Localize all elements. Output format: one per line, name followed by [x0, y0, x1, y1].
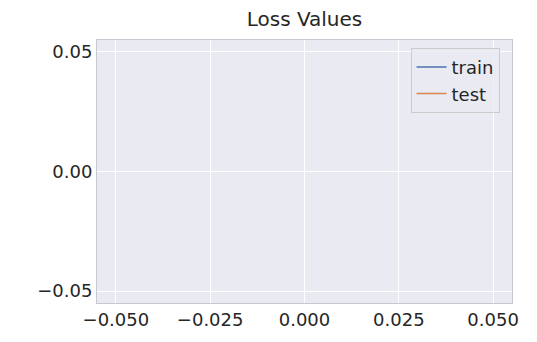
svg-text:0.000: 0.000	[279, 309, 331, 330]
svg-text:0.00: 0.00	[52, 161, 92, 182]
svg-text:0.025: 0.025	[373, 309, 425, 330]
svg-text:−0.05: −0.05	[37, 280, 92, 301]
svg-text:train: train	[452, 57, 494, 78]
svg-text:Loss Values: Loss Values	[247, 7, 363, 31]
svg-text:test: test	[452, 84, 487, 105]
svg-text:0.05: 0.05	[52, 41, 92, 62]
svg-text:−0.050: −0.050	[83, 309, 150, 330]
svg-text:−0.025: −0.025	[177, 309, 244, 330]
svg-text:0.050: 0.050	[467, 309, 519, 330]
